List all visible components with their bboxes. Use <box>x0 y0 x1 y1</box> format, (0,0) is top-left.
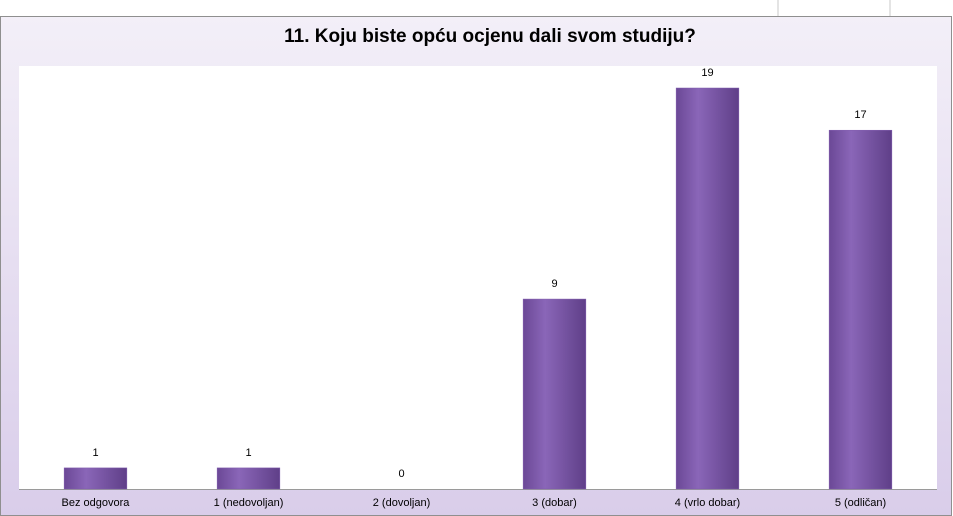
bar <box>63 467 128 490</box>
x-tick-label: 4 (vrlo dobar) <box>675 497 740 509</box>
data-label: 19 <box>701 67 713 79</box>
x-tick-label: 1 (nedovoljan) <box>214 497 284 509</box>
x-tick-label: 3 (dobar) <box>532 497 577 509</box>
bar <box>828 129 893 490</box>
bar <box>216 467 281 490</box>
x-tick-label: 2 (dovoljan) <box>373 497 430 509</box>
data-label: 9 <box>551 278 557 290</box>
plot-area <box>19 66 937 490</box>
data-label: 0 <box>398 468 404 480</box>
sheet-strip <box>0 0 953 16</box>
bar <box>522 298 587 490</box>
x-tick-label: Bez odgovora <box>62 497 131 509</box>
data-label: 1 <box>92 447 98 459</box>
chart-title: 11. Koju biste opću ocjenu dali svom stu… <box>284 26 696 47</box>
data-label: 1 <box>245 447 251 459</box>
data-label: 17 <box>854 109 866 121</box>
bar <box>675 87 740 490</box>
x-tick-label: 5 (odličan) <box>835 497 886 509</box>
